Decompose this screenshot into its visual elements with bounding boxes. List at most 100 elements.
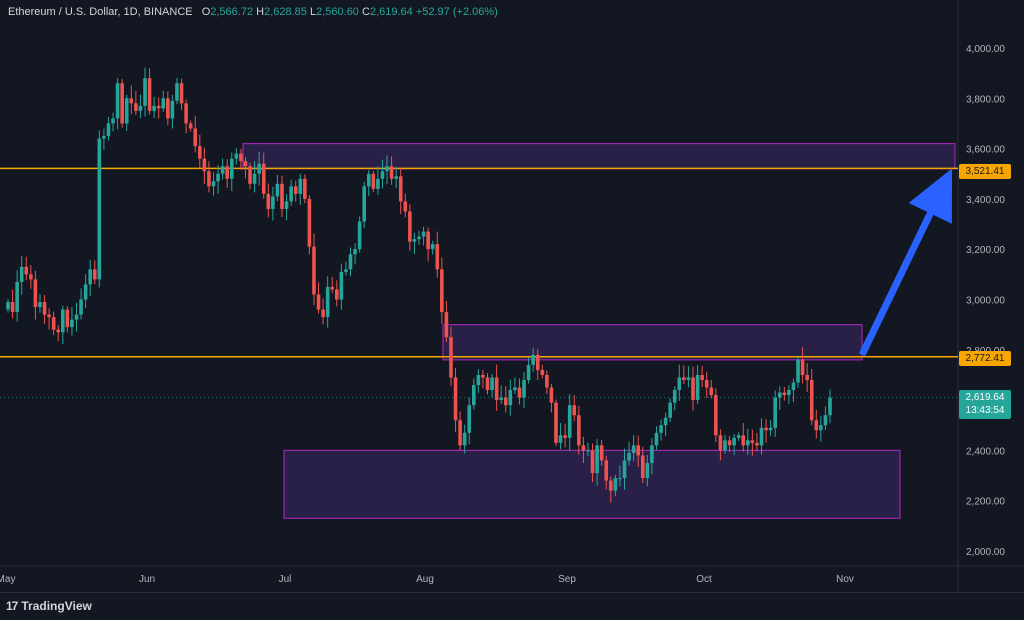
- candle-body: [485, 377, 490, 391]
- price-chart[interactable]: 2,000.002,200.002,400.002,600.002,800.00…: [0, 0, 1024, 592]
- candle-body: [225, 166, 229, 179]
- candle-body: [207, 171, 211, 187]
- candle-body: [750, 440, 755, 443]
- y-tick-label: 2,400.00: [966, 446, 1005, 457]
- candle-body: [366, 173, 371, 187]
- candle-body: [526, 364, 531, 380]
- symbol-title[interactable]: Ethereum / U.S. Dollar, 1D, BINANCE: [8, 6, 193, 18]
- candle-body: [718, 435, 723, 451]
- candle-body: [412, 239, 417, 242]
- live-price: 2,619.64: [965, 392, 1005, 403]
- candle-body: [513, 387, 517, 391]
- candle-body: [74, 314, 79, 320]
- tradingview-logo[interactable]: 17 TradingView: [6, 599, 92, 613]
- candle-body: [280, 183, 284, 209]
- candle-body: [494, 377, 499, 401]
- candle-body: [257, 163, 261, 174]
- candle-body: [535, 354, 540, 370]
- candle-body: [577, 415, 581, 446]
- change-value: +52.97 (+2.06%): [415, 6, 498, 18]
- candle-body: [188, 123, 193, 129]
- candle-body: [353, 249, 357, 255]
- target-arrow-shape: [858, 168, 953, 357]
- candle-body: [759, 427, 764, 446]
- candle-body: [700, 374, 704, 380]
- candle-body: [325, 286, 330, 318]
- candle-body: [435, 244, 440, 270]
- candle-body: [823, 415, 828, 426]
- candle-body: [92, 269, 97, 280]
- candle-body: [586, 450, 590, 452]
- open-label: O: [201, 6, 211, 18]
- candle-body: [805, 374, 809, 380]
- candle-body: [599, 445, 604, 461]
- candle-body: [156, 105, 161, 109]
- candle-body: [618, 478, 622, 480]
- candle-body: [672, 390, 677, 403]
- candle-body: [631, 445, 636, 453]
- low-label: L: [309, 6, 317, 18]
- candle-body: [229, 158, 234, 179]
- candle-body: [682, 377, 686, 380]
- candle-body: [344, 269, 348, 272]
- candle-body: [709, 387, 714, 396]
- candle-body: [124, 98, 129, 124]
- candle-body: [768, 427, 773, 431]
- candle-body: [650, 445, 654, 463]
- candle-body: [307, 198, 312, 247]
- candle-body: [198, 146, 202, 159]
- candle-body: [604, 460, 609, 481]
- y-tick-label: 3,800.00: [966, 94, 1005, 105]
- candle-body: [508, 390, 513, 406]
- candle-body: [581, 445, 586, 451]
- candle-body: [403, 201, 408, 212]
- candle-body: [376, 178, 380, 189]
- candle-body: [609, 480, 613, 491]
- candle-body: [170, 100, 175, 119]
- candle-body: [152, 105, 156, 111]
- candle-body: [19, 266, 24, 282]
- candle-body: [51, 317, 56, 330]
- candle-body: [56, 329, 61, 333]
- candle-body: [764, 427, 768, 431]
- candle-body: [266, 193, 271, 209]
- candle-body: [686, 377, 691, 380]
- candle-body: [449, 337, 453, 378]
- candle-body: [15, 281, 19, 313]
- candle-body: [239, 153, 243, 162]
- candle-body: [83, 284, 88, 300]
- candle-body: [47, 314, 51, 318]
- candle-body: [499, 397, 503, 401]
- candle-body: [111, 118, 115, 124]
- candle-body: [563, 435, 567, 438]
- candle-body: [88, 269, 92, 285]
- candle-body: [179, 83, 184, 104]
- y-tick-label: 2,000.00: [966, 547, 1005, 558]
- candle-body: [444, 312, 449, 338]
- candle-body: [138, 105, 143, 111]
- candle-body: [335, 289, 339, 300]
- candle-body: [102, 136, 106, 139]
- candle-body: [782, 392, 787, 396]
- y-tick-label: 2,200.00: [966, 497, 1005, 508]
- candle-body: [321, 309, 325, 318]
- candle-body: [394, 176, 398, 179]
- candle-body: [613, 478, 618, 491]
- high-value: 2,628.85: [264, 6, 307, 18]
- y-tick-label: 4,000.00: [966, 44, 1005, 55]
- candle-body: [659, 425, 663, 433]
- candle-body: [809, 379, 814, 421]
- candle-body: [554, 402, 558, 443]
- candle-body: [33, 279, 38, 308]
- candle-body: [668, 402, 672, 418]
- candle-body: [467, 405, 472, 433]
- x-tick-label: Jun: [139, 574, 155, 585]
- candle-body: [645, 462, 650, 479]
- candle-body: [216, 173, 220, 182]
- candle-body: [732, 437, 736, 446]
- candle-body: [476, 374, 481, 386]
- candle-body: [627, 452, 631, 461]
- candle-body: [202, 158, 207, 172]
- close-label: C: [362, 6, 370, 18]
- candle-body: [115, 83, 120, 119]
